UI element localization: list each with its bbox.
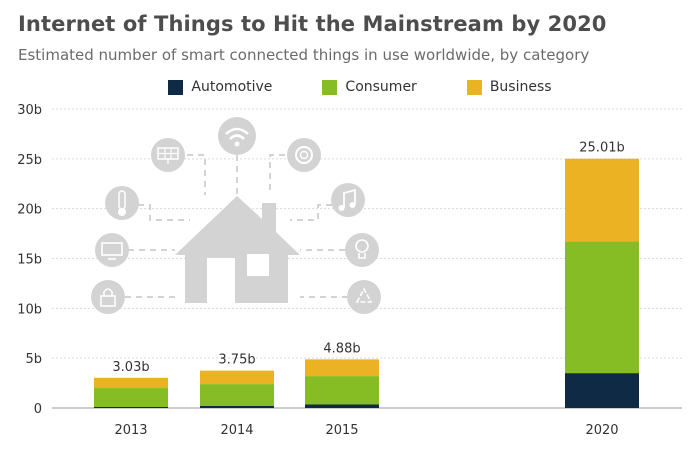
total-label-2013: 3.03b: [112, 360, 149, 375]
music-note-icon: [331, 183, 365, 217]
legend-label-consumer: Consumer: [345, 79, 417, 95]
legend-item-business[interactable]: Business: [466, 79, 552, 95]
y-tick-label: 15b: [17, 253, 42, 268]
bar-automotive-2014[interactable]: [200, 406, 274, 408]
bars: [94, 158, 639, 408]
legend-swatch-automotive: [168, 79, 184, 95]
y-tick-label: 10b: [17, 302, 42, 317]
monitor-icon: [95, 233, 129, 267]
bar-automotive-2015[interactable]: [305, 404, 379, 408]
bar-consumer-2015[interactable]: [305, 376, 379, 405]
x-tick-label-2020: 2020: [585, 423, 618, 438]
y-tick-label: 25b: [17, 153, 42, 168]
labels: 0 5b 10b 15b 20b 25b 30b 3.03b 2013 3.75b 2014 4.88…: [17, 103, 625, 438]
bar-business-2014[interactable]: [200, 370, 274, 385]
legend-label-automotive: Automotive: [191, 79, 273, 95]
x-tick-label-2014: 2014: [220, 423, 253, 438]
total-label-2015: 4.88b: [323, 341, 360, 356]
bar-business-2015[interactable]: [305, 359, 379, 377]
smart-home-illustration: [91, 117, 381, 314]
solar-panel-icon: [151, 138, 185, 172]
bar-consumer-2020[interactable]: [565, 241, 639, 374]
bar-automotive-2020[interactable]: [565, 373, 639, 408]
y-tick-label: 30b: [17, 103, 42, 118]
legend-item-consumer[interactable]: Consumer: [322, 79, 417, 95]
chart-title: Internet of Things to Hit the Mainstream…: [18, 12, 607, 36]
bar-automotive-2013[interactable]: [94, 407, 168, 408]
light-bulb-icon: [345, 233, 379, 267]
legend-swatch-consumer: [322, 79, 338, 95]
bar-business-2013[interactable]: [94, 377, 168, 389]
house-icon: [175, 196, 300, 303]
legend-label-business: Business: [489, 79, 552, 95]
x-tick-label-2013: 2013: [114, 423, 147, 438]
y-tick-label: 5b: [25, 352, 42, 367]
wifi-icon: [218, 117, 256, 155]
x-tick-label-2015: 2015: [325, 423, 358, 438]
bar-consumer-2013[interactable]: [94, 388, 168, 408]
total-label-2014: 3.75b: [218, 353, 255, 368]
recycle-icon: [347, 280, 381, 314]
thermometer-icon: [105, 186, 139, 220]
y-tick-label: 20b: [17, 203, 42, 218]
legend-item-automotive[interactable]: Automotive: [168, 79, 272, 95]
legend-swatch-business: [466, 79, 482, 95]
bar-consumer-2014[interactable]: [200, 384, 274, 407]
legend: Automotive Consumer Business: [0, 79, 700, 95]
lock-icon: [91, 280, 125, 314]
bar-business-2020[interactable]: [565, 158, 639, 242]
smoke-detector-icon: [287, 138, 321, 172]
total-label-2020: 25.01b: [579, 141, 624, 156]
y-tick-label: 0: [34, 402, 42, 417]
chart-subtitle: Estimated number of smart connected thin…: [18, 46, 590, 64]
